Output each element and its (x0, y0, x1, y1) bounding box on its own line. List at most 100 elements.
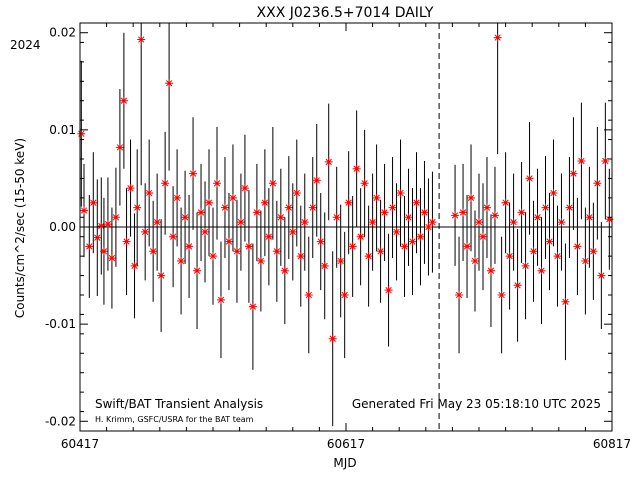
data-marker (561, 297, 570, 306)
y-tick-label: -0.02 (45, 414, 76, 428)
data-marker (336, 257, 345, 265)
data-point (316, 193, 325, 291)
data-marker (169, 232, 178, 241)
data-marker (368, 218, 377, 227)
data-marker (565, 203, 574, 212)
data-marker (236, 218, 245, 227)
data-point (130, 213, 139, 319)
data-marker (193, 266, 202, 275)
data-marker (396, 189, 405, 197)
y-tick-label: 0.01 (49, 123, 76, 137)
data-point (141, 183, 150, 281)
data-point (521, 212, 530, 320)
data-marker (77, 129, 86, 138)
data-point (224, 193, 233, 291)
data-marker (324, 157, 333, 166)
data-marker (408, 237, 417, 246)
data-point (153, 173, 162, 271)
data-marker (501, 198, 510, 207)
data-marker (486, 266, 495, 275)
data-point (513, 228, 522, 342)
data-point (185, 194, 194, 298)
data-point (428, 171, 437, 273)
data-marker (352, 164, 361, 173)
data-marker (296, 252, 305, 261)
data-marker (400, 242, 409, 251)
data-point (244, 190, 253, 303)
data-point (577, 102, 586, 220)
data-point (416, 188, 425, 286)
data-marker (388, 203, 397, 212)
data-marker (529, 247, 538, 256)
data-marker (585, 213, 594, 222)
x-tick-label: 60417 (61, 437, 99, 451)
data-point (288, 183, 297, 281)
data-marker (493, 33, 502, 42)
data-marker (601, 156, 610, 165)
data-marker (300, 218, 309, 227)
data-marker (521, 261, 530, 270)
data-marker (557, 218, 566, 227)
data-marker (149, 247, 158, 256)
data-point (541, 156, 550, 260)
data-point (324, 103, 333, 221)
data-marker (97, 222, 106, 231)
data-marker (197, 208, 206, 217)
data-marker (392, 227, 401, 236)
year-label: 2024 (10, 38, 41, 52)
data-marker (404, 213, 413, 222)
data-marker (428, 218, 437, 227)
data-point (240, 134, 249, 242)
data-marker (581, 257, 590, 265)
data-marker (201, 227, 210, 236)
data-marker (316, 237, 325, 246)
data-point (344, 151, 353, 255)
data-point (388, 157, 397, 259)
data-marker (344, 198, 353, 207)
data-point (252, 163, 261, 261)
data-point (482, 157, 491, 259)
data-point (509, 173, 518, 271)
data-marker (364, 252, 373, 261)
data-point (99, 197, 108, 305)
data-point (161, 131, 170, 235)
x-axis-label: MJD (333, 456, 356, 470)
data-point (497, 236, 506, 354)
data-point (475, 173, 483, 271)
data-marker (119, 96, 128, 105)
data-point (107, 207, 116, 309)
data-marker (471, 257, 480, 265)
data-point (85, 194, 94, 298)
data-marker (451, 211, 460, 220)
data-marker (328, 334, 337, 343)
data-marker (497, 291, 506, 299)
data-point (336, 204, 345, 318)
data-point (232, 199, 241, 303)
data-point (169, 186, 178, 288)
data-marker (424, 223, 433, 231)
x-tick-label: 60617 (327, 437, 365, 451)
data-point (517, 161, 526, 263)
data-marker (165, 79, 174, 88)
data-point (451, 164, 460, 266)
data-point (348, 195, 357, 297)
data-point (605, 168, 614, 270)
data-marker (268, 179, 277, 188)
data-marker (264, 232, 273, 241)
data-point (597, 222, 606, 329)
data-point (332, 166, 341, 268)
data-marker (505, 252, 514, 261)
data-point (201, 181, 210, 283)
data-marker (185, 242, 194, 251)
data-point (478, 183, 487, 291)
data-marker (220, 203, 229, 212)
data-marker (244, 242, 253, 251)
data-marker (216, 295, 225, 304)
data-point (193, 212, 202, 329)
data-point (352, 110, 361, 227)
chart-title: XXX J0236.5+7014 DAILY (257, 5, 434, 21)
data-point (103, 177, 112, 271)
data-point (380, 163, 389, 261)
data-point (145, 139, 154, 247)
footer-credit-text: H. Krimm, GSFC/USRA for the BAT team (95, 415, 254, 424)
